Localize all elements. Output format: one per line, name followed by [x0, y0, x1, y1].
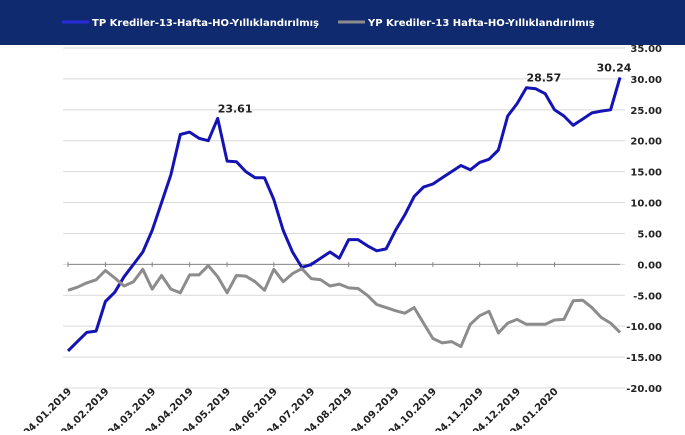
legend-label: TP Krediler-13-Hafta-HO-Yıllıklandırılmı…: [92, 18, 319, 29]
series-line: [66, 76, 622, 352]
data-label: 30.24: [597, 61, 632, 74]
y-tick-label: 25.00: [630, 106, 662, 117]
legend-label: YP Krediler-13 Hafta-HO-Yıllıklandırılmı…: [367, 18, 595, 29]
y-tick-label: 5.00: [637, 229, 662, 240]
y-tick-label: 10.00: [630, 199, 662, 210]
data-label: 28.57: [526, 72, 561, 85]
y-tick-label: 30.00: [630, 75, 662, 86]
data-label: 23.61: [218, 102, 253, 115]
y-tick-label: 15.00: [630, 168, 662, 179]
y-tick-label: -10.00: [626, 322, 662, 333]
y-tick-label: 20.00: [630, 137, 662, 148]
y-tick-label: -5.00: [633, 291, 662, 302]
y-tick-label: -20.00: [626, 384, 662, 395]
y-tick-label: 0.00: [637, 260, 662, 271]
series-line: [67, 264, 622, 349]
y-tick-label: -15.00: [626, 353, 662, 364]
y-tick-label: 35.00: [630, 44, 662, 55]
